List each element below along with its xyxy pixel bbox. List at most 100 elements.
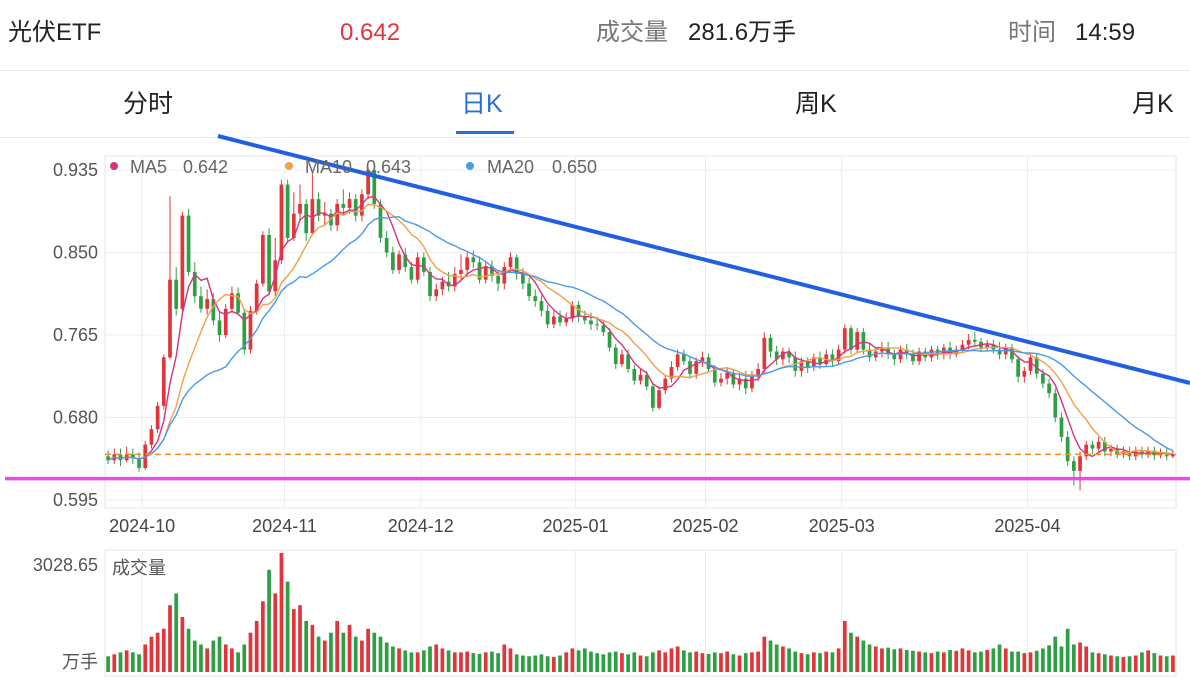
candle-body [496, 275, 500, 284]
candle-body [669, 367, 674, 379]
candle-body [576, 304, 581, 317]
volume-bar [1121, 657, 1126, 672]
tab-intraday[interactable]: 分时 [123, 90, 174, 118]
candle-body [700, 357, 705, 362]
volume-bar [620, 653, 624, 672]
volume-bar [558, 655, 562, 672]
volume-bar [341, 632, 346, 672]
candle-body [242, 312, 247, 350]
candle-body [595, 324, 600, 326]
candle-body [118, 454, 123, 461]
candle [1096, 436, 1101, 453]
candle [310, 172, 315, 236]
candle-body [1059, 417, 1064, 437]
candle-body [917, 351, 921, 362]
candle [762, 332, 767, 373]
volume-bar [496, 653, 500, 672]
candle-body [644, 374, 649, 387]
tab-daily-k[interactable]: 日K [461, 90, 503, 118]
candle-body [428, 271, 432, 297]
candle-body [508, 257, 513, 268]
candle-body [545, 310, 550, 325]
volume-bar [700, 653, 705, 672]
candle-body [954, 349, 959, 355]
candle-body [1084, 444, 1089, 457]
candle-body [521, 273, 525, 284]
candle-body [675, 354, 680, 368]
date-tick-label: 2025-03 [809, 516, 875, 536]
candle-body [341, 203, 346, 208]
candle [551, 310, 556, 329]
time-value: 14:59 [1075, 19, 1136, 46]
volume-bar [743, 653, 748, 672]
candle-body [756, 368, 760, 377]
price-tick-label: 0.765 [53, 325, 98, 345]
candle [985, 339, 990, 352]
volume-bar [298, 605, 302, 672]
volume-bar [508, 648, 513, 672]
candle-body [471, 257, 476, 263]
candle-body [830, 354, 835, 362]
candle [545, 304, 550, 329]
candle-body [855, 332, 860, 350]
volume-bar [1171, 655, 1175, 672]
volume-bar [137, 654, 141, 672]
volume-bar [1003, 648, 1008, 672]
candle [490, 260, 494, 282]
volume-bar [291, 609, 296, 672]
volume-bar [131, 652, 135, 672]
candle [607, 328, 612, 352]
candle [230, 286, 234, 313]
candle [1127, 446, 1132, 461]
candle [700, 351, 705, 368]
volume-bar [855, 636, 860, 672]
candle-body [236, 293, 240, 313]
tab-monthly-k[interactable]: 月K [1132, 90, 1174, 118]
ma20-line [107, 216, 1174, 461]
tab-weekly-k[interactable]: 周K [795, 90, 837, 118]
volume-bar [514, 654, 519, 672]
candle [391, 246, 395, 274]
candle [719, 372, 723, 387]
candle-body [719, 378, 723, 383]
candle-body [1071, 461, 1076, 471]
ma10-dot [285, 162, 293, 170]
candle [502, 262, 507, 290]
candle [1090, 440, 1095, 455]
candle-body [613, 347, 618, 365]
date-tick-label: 2024-11 [252, 516, 317, 536]
candle [638, 368, 643, 385]
volume-bar [811, 652, 816, 672]
candle [353, 194, 358, 222]
volume-bar [1053, 636, 1058, 672]
candle-body [452, 273, 457, 287]
candle [651, 382, 655, 412]
price-tick-label: 0.850 [53, 243, 98, 263]
volume-bar [564, 652, 569, 672]
volume-bar [490, 651, 494, 672]
candle [564, 312, 569, 327]
ma20-value: 0.650 [552, 157, 597, 177]
volume-bar [1152, 653, 1157, 672]
volume-bar [799, 653, 804, 672]
candle-body [168, 279, 172, 358]
candle-body [415, 257, 420, 280]
candle [298, 184, 302, 222]
candle [409, 262, 414, 284]
candle [397, 250, 401, 274]
volume-bar [397, 648, 401, 672]
volume-bar [613, 651, 618, 672]
candle [576, 301, 581, 323]
candle [527, 277, 531, 302]
candle-body [886, 347, 890, 355]
ma20-dot [466, 162, 474, 170]
candle-body [316, 199, 321, 216]
candle [892, 349, 897, 366]
volume-bar [378, 636, 383, 672]
volume-bar [273, 593, 278, 672]
volume-bar [1071, 644, 1076, 672]
volume-frame [104, 549, 1177, 677]
candle [880, 341, 884, 358]
candle-body [725, 372, 730, 379]
